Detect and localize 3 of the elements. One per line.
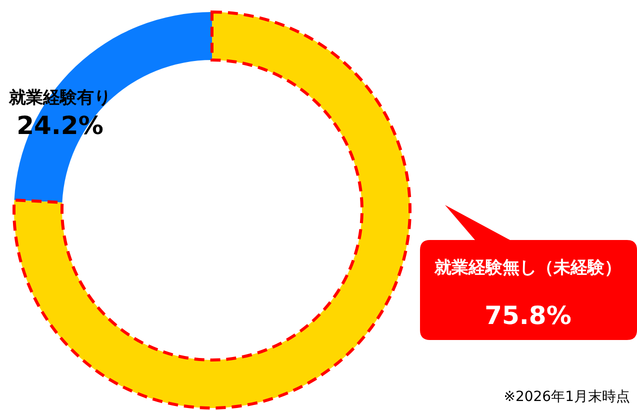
data-label: 75.8%	[484, 301, 572, 330]
text: ※2026年1月末時点	[504, 389, 630, 405]
slice-label: 就業経験無し（未経験）	[434, 258, 622, 278]
